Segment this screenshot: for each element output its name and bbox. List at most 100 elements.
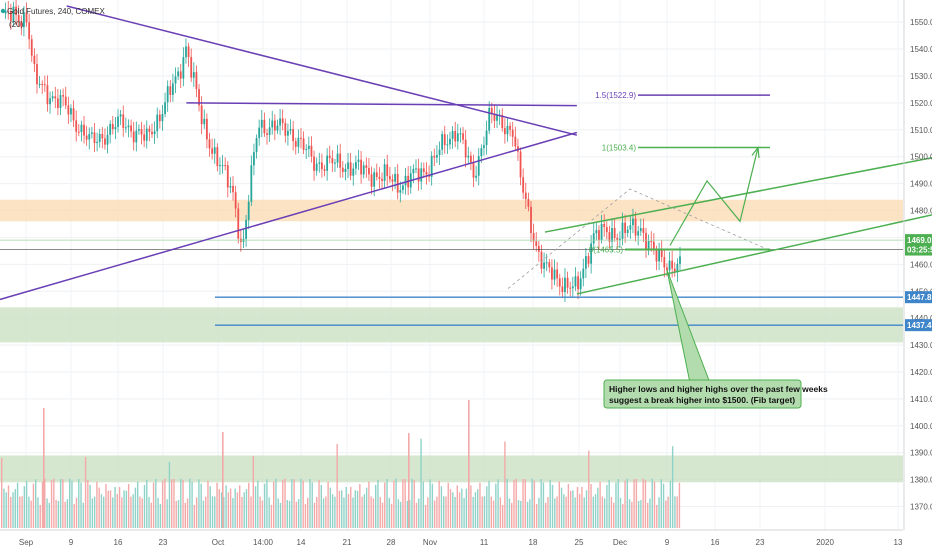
candle-body [404, 175, 407, 186]
candle-body [307, 145, 310, 150]
volume-bar [223, 496, 225, 528]
candle-body [415, 168, 417, 170]
volume-bar [66, 499, 69, 528]
volume-bar [531, 478, 533, 528]
volume-bar [676, 496, 678, 528]
volume-bar [261, 500, 264, 528]
volume-bar [560, 487, 563, 528]
volume-bar [53, 478, 55, 528]
volume-bar [626, 478, 628, 528]
candle-body [287, 130, 289, 136]
volume-bar [461, 488, 463, 528]
candle-body [250, 165, 253, 202]
candle-body [386, 164, 389, 177]
volume-spike [408, 433, 410, 528]
x-tick-label: 13 [894, 538, 903, 547]
candle-body [600, 223, 603, 241]
volume-bar [268, 497, 270, 528]
volume-bar [576, 486, 579, 528]
x-tick-label: 9 [665, 538, 670, 547]
volume-bar [155, 478, 157, 528]
volume-bar [393, 480, 395, 528]
candle-body [433, 155, 436, 158]
volume-bar [610, 496, 613, 528]
volume-bar [112, 497, 114, 528]
candle-body [480, 148, 483, 157]
candle-body [535, 241, 538, 246]
candle-body [553, 269, 556, 280]
volume-bar [152, 482, 155, 528]
volume-bar [125, 490, 128, 528]
candle-body [561, 286, 564, 293]
volume-bar [594, 494, 597, 528]
candle-body [156, 114, 159, 132]
candle-body [320, 162, 323, 170]
volume-bar [211, 496, 214, 528]
candle-body [203, 118, 206, 125]
candle-body [616, 237, 619, 241]
candle-body [200, 105, 203, 125]
candle-body [637, 231, 640, 236]
volume-bar [277, 498, 279, 528]
candle-body [436, 155, 438, 158]
channel-upper [544, 156, 932, 233]
candle-body [258, 127, 261, 139]
volume-bar [157, 497, 159, 528]
volume-bar [12, 492, 14, 528]
candle-body [88, 133, 91, 140]
candle-body [425, 171, 428, 175]
candle-body [666, 267, 668, 271]
volume-bar [409, 500, 411, 528]
candle-body [652, 241, 655, 250]
volume-bar [624, 480, 626, 528]
candle-body [36, 64, 38, 85]
candle-body [75, 120, 78, 132]
volume-bar [488, 480, 490, 528]
y-tick-label: 1480.0 [910, 207, 932, 216]
candle-body [456, 133, 459, 142]
candle-body [357, 159, 360, 163]
drawings [0, 5, 932, 326]
candle-body [49, 98, 51, 105]
volume-bar [239, 485, 241, 528]
volume-bar [91, 498, 94, 528]
volume-bar [69, 478, 71, 528]
candle-body [54, 96, 57, 99]
candle-body [119, 114, 122, 117]
volume-bar [336, 443, 338, 528]
volume-bar [579, 493, 581, 528]
wedge-lower [0, 131, 578, 301]
x-tick-label: 9 [69, 538, 74, 547]
candle-body [216, 147, 219, 167]
volume-bar [35, 479, 37, 528]
candle-body [514, 136, 517, 147]
volume-bar [599, 481, 601, 528]
candle-body [273, 120, 276, 131]
volume-bar [243, 492, 245, 528]
volume-bar [606, 484, 608, 528]
volume-bar [46, 498, 48, 528]
volume-bar [359, 484, 361, 528]
price-tag-label: 03:25:50 [907, 246, 932, 255]
price-axis: 1370.0 1380.0 1390.0 1400.0 1410.0 1420.0 1430… [903, 0, 932, 530]
volume-bar [474, 492, 477, 528]
candle-body [138, 129, 140, 131]
candle-body [229, 185, 232, 188]
volume-bar [556, 496, 558, 528]
volume-bar [143, 484, 146, 528]
volume-bar [64, 501, 66, 528]
volume-bar [98, 487, 100, 528]
x-tick-label: 16 [114, 538, 123, 547]
x-tick-label: Oct [212, 538, 225, 547]
candle-body [634, 218, 637, 236]
volume-bar [48, 502, 50, 528]
candle-body [67, 105, 70, 115]
candle-body [509, 125, 511, 130]
volume-bar [334, 496, 336, 528]
volume-bar [433, 500, 436, 528]
candle-body [679, 256, 681, 264]
volume-bar [558, 481, 560, 528]
candle-body [545, 262, 548, 264]
candle-body [621, 222, 624, 239]
